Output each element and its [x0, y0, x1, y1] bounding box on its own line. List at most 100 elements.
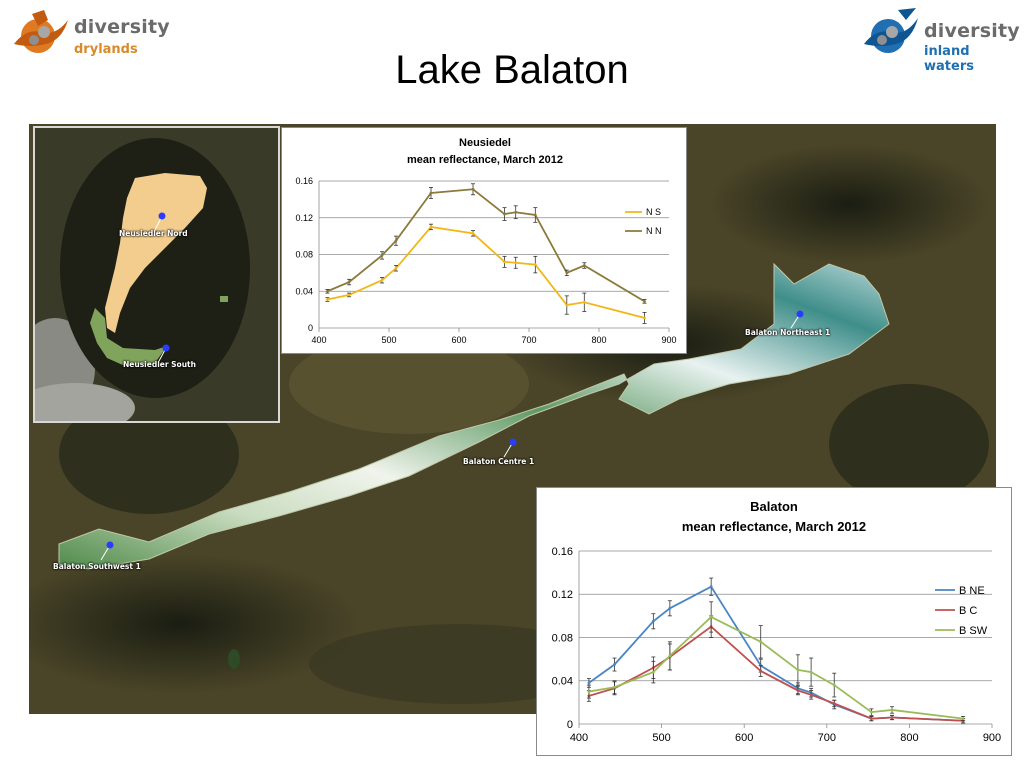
data-point: [503, 260, 506, 264]
data-point: [514, 210, 518, 214]
left-logo-name: diversity: [74, 16, 170, 38]
neusiedl-inset-map: Neusiedler Nord Neusiedler South: [15, 126, 280, 433]
legend-label: N N: [646, 226, 662, 236]
data-point: [668, 654, 672, 658]
y-tick-label: 0.16: [295, 176, 313, 186]
chart-subtitle: mean reflectance, March 2012: [682, 519, 866, 534]
legend-label: B SW: [959, 625, 988, 637]
diversity-drylands-logo: diversity drylands: [8, 6, 170, 62]
legend-label: N S: [646, 207, 661, 217]
marker-balaton-southwest[interactable]: [106, 541, 114, 549]
data-point: [565, 271, 569, 275]
data-point: [832, 683, 836, 687]
y-tick-label: 0: [567, 719, 573, 731]
chart-subtitle: mean reflectance, March 2012: [407, 154, 563, 166]
data-point: [326, 289, 329, 293]
y-tick-label: 0.16: [552, 546, 573, 558]
chart-title: Balaton: [750, 499, 798, 514]
legend-label: B C: [959, 605, 977, 617]
data-point: [613, 685, 616, 689]
data-point: [890, 708, 894, 712]
map-label-balaton-centre: Balaton Centre 1: [463, 457, 535, 466]
inset-location-markers: [154, 212, 170, 362]
data-point: [759, 669, 763, 673]
y-tick-label: 0.08: [295, 250, 313, 260]
inland-waters-emblem-icon: [864, 8, 918, 53]
data-point: [870, 717, 873, 720]
data-point: [587, 681, 591, 685]
x-tick-label: 800: [900, 732, 918, 744]
data-point: [326, 298, 329, 301]
series-line-bc: [588, 625, 964, 722]
neusiedel-reflectance-chart: Neusiedel mean reflectance, March 2012 0 0.…: [281, 127, 687, 354]
data-point: [709, 585, 713, 589]
map-label-balaton-northeast: Balaton Northeast 1: [745, 328, 831, 337]
data-point: [759, 640, 763, 644]
data-point: [651, 670, 655, 674]
x-tick-label: 400: [570, 732, 588, 744]
data-point: [587, 690, 591, 693]
page-title: Lake Balaton: [395, 48, 629, 92]
data-point: [809, 693, 813, 697]
marker-neusiedler-nord[interactable]: [158, 212, 166, 220]
x-tick-label: 700: [818, 732, 836, 744]
map-label-neusiedler-south: Neusiedler South: [123, 360, 196, 369]
data-point: [533, 213, 537, 217]
series-line-nn: [327, 188, 645, 303]
y-tick-label: 0.04: [295, 286, 313, 296]
data-point: [961, 717, 965, 720]
x-tick-label: 500: [652, 732, 670, 744]
x-tick-label: 900: [661, 335, 676, 345]
data-point: [643, 299, 646, 303]
data-point: [832, 702, 836, 705]
data-point: [643, 316, 646, 320]
x-tick-label: 700: [521, 335, 536, 345]
marker-balaton-northeast[interactable]: [796, 310, 804, 318]
map-label-balaton-southwest: Balaton Southwest 1: [53, 562, 141, 571]
data-point: [380, 254, 384, 257]
data-point: [809, 670, 813, 674]
x-tick-label: 600: [735, 732, 753, 744]
x-tick-label: 800: [591, 335, 606, 345]
x-tick-label: 500: [381, 335, 396, 345]
data-point: [429, 191, 433, 195]
data-point: [471, 231, 475, 235]
chart-title: Neusiedel: [459, 137, 511, 149]
data-point: [533, 263, 537, 267]
y-tick-label: 0: [308, 323, 313, 333]
y-tick-label: 0.12: [295, 213, 313, 223]
data-point: [582, 300, 586, 304]
data-point: [709, 615, 713, 619]
balaton-reflectance-chart: Balaton mean reflectance, March 2012 0 0.04…: [536, 487, 1012, 756]
right-logo-name: diversity: [924, 20, 1020, 42]
data-point: [380, 278, 384, 282]
x-tick-label: 900: [983, 732, 1001, 744]
marker-balaton-centre[interactable]: [509, 438, 517, 446]
data-point: [394, 239, 398, 243]
data-point: [890, 716, 894, 719]
left-logo-sub: drylands: [74, 42, 138, 57]
data-point: [870, 710, 873, 714]
data-point: [582, 264, 586, 267]
data-point: [613, 663, 616, 666]
marker-neusiedler-south[interactable]: [162, 344, 170, 352]
y-tick-label: 0.08: [552, 632, 573, 644]
drylands-emblem-icon: [14, 10, 68, 53]
data-point: [429, 225, 433, 229]
legend-label: B NE: [959, 585, 985, 597]
x-tick-label: 400: [311, 335, 326, 345]
x-tick-label: 600: [451, 335, 466, 345]
y-tick-label: 0.12: [552, 589, 573, 601]
data-point: [565, 303, 569, 307]
map-label-neusiedler-nord: Neusiedler Nord: [119, 229, 188, 238]
right-logo-sub: inland waters: [924, 44, 974, 74]
data-point: [796, 668, 800, 672]
diversity-inland-waters-logo: diversity inland waters: [858, 6, 1020, 74]
neusiedel-chart-svg: Neusiedel mean reflectance, March 2012 0 0.…: [295, 137, 676, 345]
series-line-ns: [327, 225, 645, 319]
data-point: [347, 293, 351, 297]
y-tick-label: 0.04: [552, 676, 573, 688]
data-point: [796, 689, 800, 692]
data-point: [347, 280, 351, 284]
location-markers: [100, 310, 804, 561]
